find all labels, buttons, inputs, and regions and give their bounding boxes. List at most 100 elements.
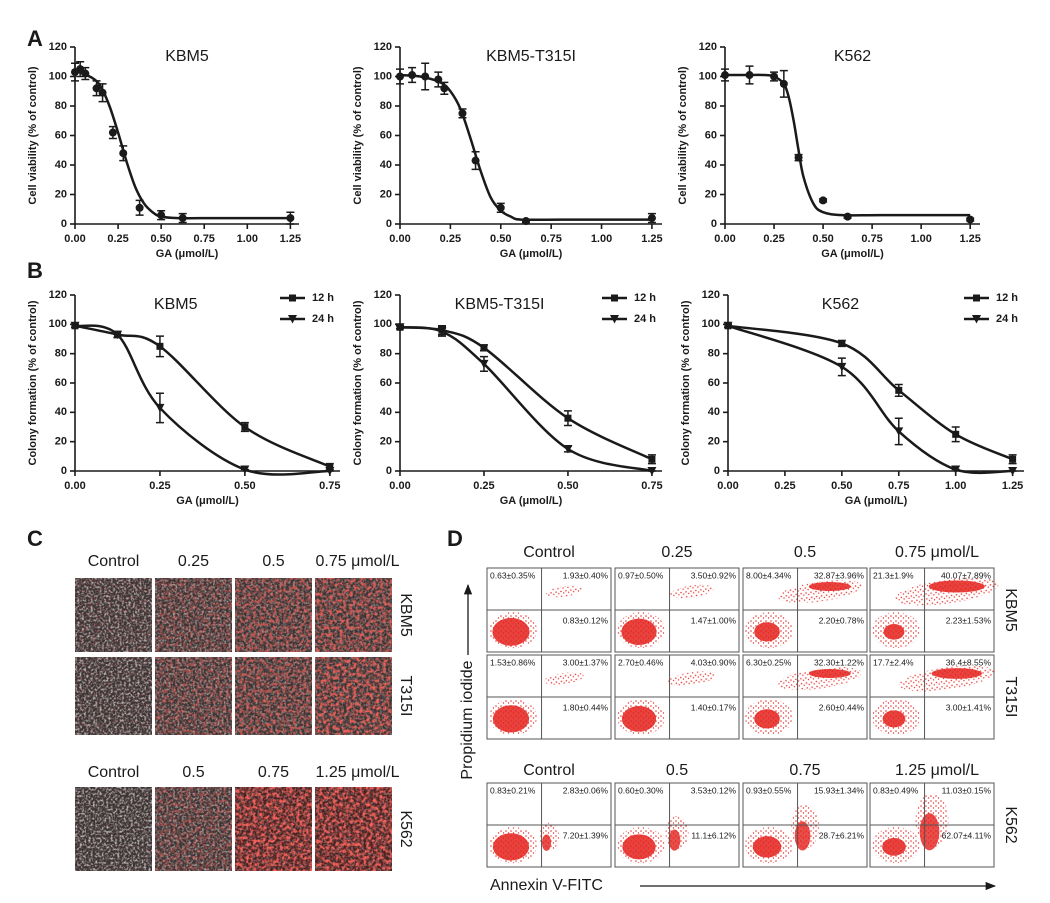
y-tick-label: 40: [705, 159, 717, 171]
legend-label: 12 h: [312, 292, 334, 304]
quadrant-value: 1.93±0.40%: [563, 570, 609, 580]
column-header: 0.5: [666, 762, 688, 779]
marker: [156, 342, 164, 350]
y-tick-label: 120: [374, 41, 392, 53]
x-tick-label: 0.00: [64, 233, 85, 245]
column-header: 0.5: [794, 544, 816, 561]
marker: [440, 84, 449, 93]
marker: [837, 362, 847, 372]
cell-cloud-core: [794, 821, 811, 851]
cell-cloud-core: [754, 622, 780, 642]
x-tick-label: 1.00: [910, 233, 931, 245]
quadrant-value: 6.30±0.25%: [746, 657, 792, 667]
y-tick-label: 120: [699, 41, 717, 53]
cell-cloud: [670, 584, 714, 599]
cell-cloud-core: [808, 581, 851, 591]
cell-cloud-core: [919, 813, 940, 851]
series-line: [727, 324, 1013, 475]
x-tick-label: 0.75: [540, 233, 561, 245]
x-tick-label: 1.25: [280, 233, 301, 245]
marker: [119, 149, 128, 158]
marker: [70, 321, 80, 331]
marker: [325, 467, 335, 476]
marker: [81, 69, 90, 78]
quadrant-value: 32.87±3.96%: [814, 570, 864, 580]
micrograph-red: [315, 578, 392, 652]
x-tick-label: 0.25: [440, 233, 461, 245]
micrograph-red: [75, 578, 152, 652]
quadrant-value: 11.03±0.15%: [942, 785, 992, 795]
marker: [326, 463, 334, 471]
column-header: 0.5: [182, 764, 204, 781]
x-tick-label: 0.00: [717, 480, 738, 492]
marker: [563, 445, 573, 454]
micrograph-red: [155, 578, 232, 652]
legend-label: 24 h: [634, 313, 656, 325]
y-tick-label: 60: [380, 129, 392, 141]
marker: [838, 339, 846, 347]
row-label: K562: [397, 810, 414, 847]
cell-cloud-core: [808, 668, 851, 678]
cell-cloud: [546, 585, 582, 598]
y-tick-label: 120: [374, 289, 392, 301]
x-tick-label: 0.50: [234, 480, 255, 492]
y-axis-label: Cell viability (% of control): [27, 66, 39, 204]
marker: [647, 214, 656, 223]
quadrant-value: 32.30±1.22%: [814, 657, 864, 667]
quadrant-value: 0.83±0.21%: [490, 785, 536, 795]
cell-cloud-core: [883, 624, 905, 640]
x-tick-label: 0.75: [861, 233, 882, 245]
x-tick-label: 0.50: [831, 480, 852, 492]
marker: [966, 215, 975, 224]
panel-label: B: [27, 258, 43, 283]
marker: [745, 71, 754, 80]
panel-label: D: [447, 526, 463, 551]
quadrant-value: 0.83±0.49%: [873, 785, 919, 795]
quadrant-value: 2.83±0.06%: [563, 785, 609, 795]
y-axis-label: Colony formation (% of control): [27, 300, 39, 465]
x-axis-label: GA (μmol/L): [176, 495, 239, 507]
column-header: Control: [88, 553, 140, 570]
y-tick-label: 100: [49, 70, 67, 82]
column-header: Control: [523, 544, 575, 561]
x-axis-label: Annexin V-FITC: [490, 877, 603, 894]
marker: [972, 315, 981, 324]
cell-cloud-core: [882, 710, 906, 728]
y-tick-label: 40: [380, 159, 392, 171]
quadrant-value: 28.7±6.21%: [819, 830, 865, 840]
y-tick-label: 20: [380, 188, 392, 200]
chart-title: KBM5: [165, 48, 209, 65]
marker: [611, 294, 618, 302]
x-tick-label: 0.25: [473, 480, 494, 492]
y-tick-label: 100: [702, 318, 720, 330]
y-tick-label: 20: [55, 436, 67, 448]
panel-label: C: [27, 526, 43, 551]
column-header: Control: [523, 762, 575, 779]
marker: [286, 214, 295, 223]
x-tick-label: 0.75: [319, 480, 340, 492]
quadrant-value: 7.20±1.39%: [563, 830, 609, 840]
chart-title: KBM5-T315I: [455, 296, 545, 313]
column-header: 0.5: [262, 553, 284, 570]
marker: [952, 430, 960, 438]
quadrant-value: 3.00±1.37%: [563, 657, 609, 667]
column-header: Control: [88, 764, 140, 781]
marker: [155, 403, 165, 413]
quadrant-value: 1.40±0.17%: [691, 702, 737, 712]
x-axis-label: GA (μmol/L): [845, 495, 908, 507]
cell-cloud-core: [928, 580, 985, 593]
marker: [135, 203, 144, 212]
x-tick-label: 0.25: [763, 233, 784, 245]
chart-title: KBM5-T315I: [486, 48, 576, 65]
row-label: T315I: [1002, 677, 1019, 718]
marker: [471, 156, 480, 165]
quadrant-value: 40.07±7.89%: [941, 570, 991, 580]
y-tick-label: 80: [55, 348, 67, 360]
marker: [434, 75, 443, 84]
marker: [496, 203, 505, 212]
y-tick-label: 120: [702, 289, 720, 301]
row-label: T315I: [397, 676, 414, 717]
marker: [895, 386, 903, 394]
x-tick-label: 0.50: [150, 233, 171, 245]
x-tick-label: 0.50: [812, 233, 833, 245]
